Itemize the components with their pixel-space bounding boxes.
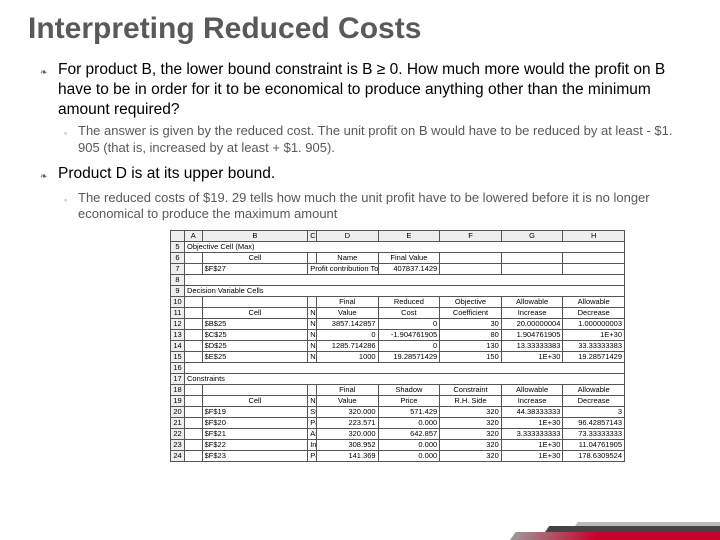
table-row: 16 [171, 363, 625, 374]
table-row: 14$D$25Number produced C1285.71428601301… [171, 341, 625, 352]
table-row: 17Constraints [171, 374, 625, 385]
bullet-1-sub: ◦ The answer is given by the reduced cos… [40, 123, 680, 156]
bullet-2-sub-text: The reduced costs of $19. 29 tells how m… [78, 190, 680, 223]
col-D: D [317, 231, 379, 242]
bullet-marker-icon: ❧ [40, 164, 58, 186]
bullet-marker-icon: ❧ [40, 60, 58, 82]
table-row: 8 [171, 275, 625, 286]
table-row: 7$F$27Profit contribution Total Profit40… [171, 264, 625, 275]
table-row: 9Decision Variable Cells [171, 286, 625, 297]
table-row: 20$F$19Stamping Hours Used320.000571.429… [171, 407, 625, 418]
table-row: 11CellNameValueCostCoefficientIncreaseDe… [171, 308, 625, 319]
bullet-2-sub: ◦ The reduced costs of $19. 29 tells how… [40, 190, 680, 223]
col-E: E [378, 231, 440, 242]
table-row: 12$B$25Number produced A3857.14285703020… [171, 319, 625, 330]
col-B: B [202, 231, 308, 242]
bullet-2-text: Product D is at its upper bound. [58, 164, 275, 184]
slide-accent-decoration [510, 480, 720, 540]
table-row: 15$E$25Number produced D100019.285714291… [171, 352, 625, 363]
table-row: 18FinalShadowConstraintAllowableAllowabl… [171, 385, 625, 396]
table-row: 19CellNameValuePriceR.H. SideIncreaseDec… [171, 396, 625, 407]
table-row: 21$F$20Painting Hours Used223.5710.00032… [171, 418, 625, 429]
sub-marker-icon: ◦ [64, 123, 78, 141]
bullet-1-sub-text: The answer is given by the reduced cost.… [78, 123, 680, 156]
table-row: 24$F$23Packaging Hours Used141.3690.0003… [171, 451, 625, 462]
bullet-2: ❧ Product D is at its upper bound. [40, 164, 680, 186]
col-F: F [440, 231, 502, 242]
table-row: 6CellNameFinal Value [171, 253, 625, 264]
sub-marker-icon: ◦ [64, 190, 78, 208]
col-A: A [185, 231, 203, 242]
table-header-row: A B C D E F G H [171, 231, 625, 242]
table-row: 10FinalReducedObjectiveAllowableAllowabl… [171, 297, 625, 308]
table-row: 23$F$22Inspection Hours Used308.9520.000… [171, 440, 625, 451]
table-row: 22$F$21Assembly Hours Used320.000642.857… [171, 429, 625, 440]
col-G: G [501, 231, 563, 242]
col-H: H [563, 231, 625, 242]
bullet-1-text: For product B, the lower bound constrain… [58, 60, 680, 119]
bullet-1: ❧ For product B, the lower bound constra… [40, 60, 680, 119]
table-row: 13$C$25Number produced B0-1.904761905801… [171, 330, 625, 341]
slide-title: Interpreting Reduced Costs [0, 0, 720, 46]
table-row: 5Objective Cell (Max) [171, 242, 625, 253]
col-C: C [308, 231, 317, 242]
sensitivity-report-table: A B C D E F G H 5Objective Cell (Max) 6C… [170, 230, 625, 462]
